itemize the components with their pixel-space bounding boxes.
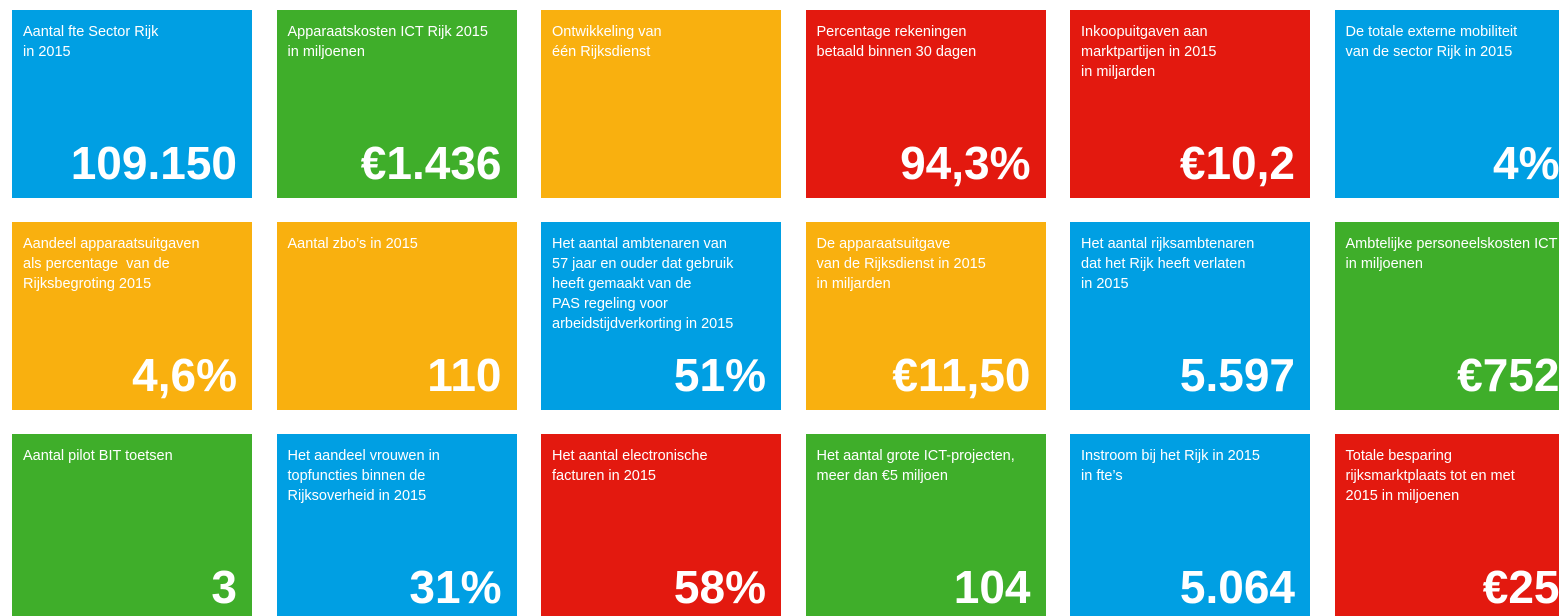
tile-value: €1.436 [360, 137, 502, 189]
tile: Aandeel apparaatsuitgaven als percentage … [12, 222, 252, 410]
tile-value: €11,50 [892, 349, 1031, 401]
tile-label: Aantal zbo’s in 2015 [288, 234, 513, 254]
label-line: dat het Rijk heeft verlaten [1081, 256, 1246, 272]
tile-label: Inkoopuitgaven aan marktpartijen in 2015 i… [1081, 22, 1306, 82]
tile-label: Apparaatskosten ICT Rijk 2015 in miljoene… [288, 22, 513, 62]
tile-label: Aantal pilot BIT toetsen [23, 446, 248, 466]
tile-label: Ambtelijke personeelskosten ICT in miljoe… [1346, 234, 1559, 274]
label-line: Ontwikkeling van [552, 24, 662, 40]
tile-value: 109.150 [70, 137, 237, 189]
tile-value: 94,3% [900, 137, 1031, 189]
label-line: Rijksoverheid in 2015 [287, 488, 427, 504]
tile: De totale externe mobiliteit van de secto… [1334, 10, 1559, 198]
tile-value: €25 [1482, 561, 1559, 613]
tile-label: Aandeel apparaatsuitgaven als percentage … [23, 234, 248, 294]
label-line: in miljarden [1081, 64, 1156, 80]
tile-label: Het aantal electronische facturen in 2015 [552, 446, 777, 486]
tile: Apparaatskosten ICT Rijk 2015 in miljoene… [276, 10, 517, 198]
label-line: in miljoenen [287, 44, 365, 60]
tile: De apparaatsuitgave van de Rijksdienst in… [805, 222, 1046, 410]
label-line: betaald binnen 30 dagen [816, 44, 977, 60]
tile-label: Totale besparing rijksmarktplaats tot en … [1346, 446, 1559, 506]
label-line: in miljoenen [1345, 256, 1423, 272]
label-line: Inkoopuitgaven aan [1081, 24, 1208, 40]
label-line: Aandeel apparaatsuitgaven [23, 236, 200, 252]
tile-label: Het aantal grote ICT-projecten, meer dan … [817, 446, 1042, 486]
label-line: heeft gemaakt van de [552, 276, 692, 292]
label-line: Aantal zbo’s in 2015 [287, 236, 418, 252]
label-line: arbeidstijdverkorting in 2015 [552, 316, 734, 332]
tile-value: 58% [673, 561, 766, 613]
tile: Het aantal electronische facturen in 2015… [541, 434, 781, 616]
label-line: rijksmarktplaats tot en met [1345, 468, 1515, 484]
label-line: Totale besparing [1345, 448, 1452, 464]
label-line: Apparaatskosten ICT Rijk 2015 [287, 24, 488, 40]
label-line: Aantal fte Sector Rijk [23, 24, 159, 40]
label-line: in 2015 [1081, 276, 1129, 292]
label-line: Aantal pilot BIT toetsen [23, 448, 173, 464]
tile: Totale besparing rijksmarktplaats tot en … [1334, 434, 1559, 616]
label-line: Percentage rekeningen [816, 24, 967, 40]
tile: Instroom bij het Rijk in 2015 in fte’s 5.0… [1070, 434, 1310, 616]
tile-value: €10,2 [1179, 137, 1295, 189]
label-line: in fte’s [1081, 468, 1123, 484]
tile: Aantal fte Sector Rijk in 2015 109.150 [12, 10, 252, 198]
label-line: Instroom bij het Rijk in 2015 [1081, 448, 1260, 464]
tile-label: Aantal fte Sector Rijk in 2015 [23, 22, 248, 62]
tile: Ontwikkeling van één Rijksdienst [541, 10, 781, 198]
label-line: Rijksbegroting 2015 [23, 276, 152, 292]
tile-value: 51% [673, 349, 766, 401]
tile-value: 104 [953, 561, 1031, 613]
tile-value: 3 [211, 561, 237, 613]
label-line: 57 jaar en ouder dat gebruik [552, 256, 734, 272]
tile-value: 31% [409, 561, 502, 613]
label-line: Het aantal ambtenaren van [552, 236, 727, 252]
tile: Het aandeel vrouwen in topfuncties binnen… [276, 434, 517, 616]
label-line: van de sector Rijk in 2015 [1345, 44, 1513, 60]
label-line: Het aantal grote ICT-projecten, [816, 448, 1015, 464]
label-line: één Rijksdienst [552, 44, 651, 60]
label-line: Ambtelijke personeelskosten ICT [1345, 236, 1558, 252]
label-line: De totale externe mobiliteit [1345, 24, 1518, 40]
tile-value: €752 [1457, 349, 1559, 401]
label-line: Het aantal electronische [552, 448, 708, 464]
tile-value: 110 [427, 349, 502, 401]
tile-value: 5.064 [1179, 561, 1295, 613]
label-line: PAS regeling voor [552, 296, 668, 312]
tile: Het aantal rijksambtenaren dat het Rijk h… [1070, 222, 1310, 410]
label-line: 2015 in miljoenen [1345, 488, 1460, 504]
tile-label: De apparaatsuitgave van de Rijksdienst in… [817, 234, 1042, 294]
tile-label: Het aantal rijksambtenaren dat het Rijk h… [1081, 234, 1306, 294]
tile-label: Ontwikkeling van één Rijksdienst [552, 22, 777, 62]
tile-value: 5.597 [1179, 349, 1295, 401]
label-line: in miljarden [816, 276, 891, 292]
tile: Het aantal ambtenaren van 57 jaar en oude… [541, 222, 781, 410]
label-line: meer dan €5 miljoen [816, 468, 948, 484]
tile-value: 4,6% [132, 349, 237, 401]
label-line: facturen in 2015 [552, 468, 656, 484]
label-line: in 2015 [23, 44, 71, 60]
label-line: van de Rijksdienst in 2015 [816, 256, 986, 272]
label-line: als percentage van de [23, 256, 170, 272]
tile: Het aantal grote ICT-projecten, meer dan … [805, 434, 1046, 616]
tile-value: 4% [1493, 137, 1559, 189]
label-line: marktpartijen in 2015 [1081, 44, 1217, 60]
tile: Aantal zbo’s in 2015 110 [276, 222, 517, 410]
tile-label: Instroom bij het Rijk in 2015 in fte’s [1081, 446, 1306, 486]
tile: Aantal pilot BIT toetsen 3 [12, 434, 252, 616]
tile-label: Percentage rekeningen betaald binnen 30 d… [817, 22, 1042, 62]
tile: Ambtelijke personeelskosten ICT in miljoe… [1334, 222, 1559, 410]
label-line: De apparaatsuitgave [816, 236, 951, 252]
label-line: Het aantal rijksambtenaren [1081, 236, 1255, 252]
label-line: Het aandeel vrouwen in [287, 448, 440, 464]
tile-label: Het aandeel vrouwen in topfuncties binnen… [288, 446, 513, 506]
label-line: topfuncties binnen de [287, 468, 426, 484]
tile: Percentage rekeningen betaald binnen 30 d… [805, 10, 1046, 198]
tile-label: Het aantal ambtenaren van 57 jaar en oude… [552, 234, 777, 334]
tile: Inkoopuitgaven aan marktpartijen in 2015 i… [1070, 10, 1310, 198]
tile-label: De totale externe mobiliteit van de secto… [1346, 22, 1559, 62]
